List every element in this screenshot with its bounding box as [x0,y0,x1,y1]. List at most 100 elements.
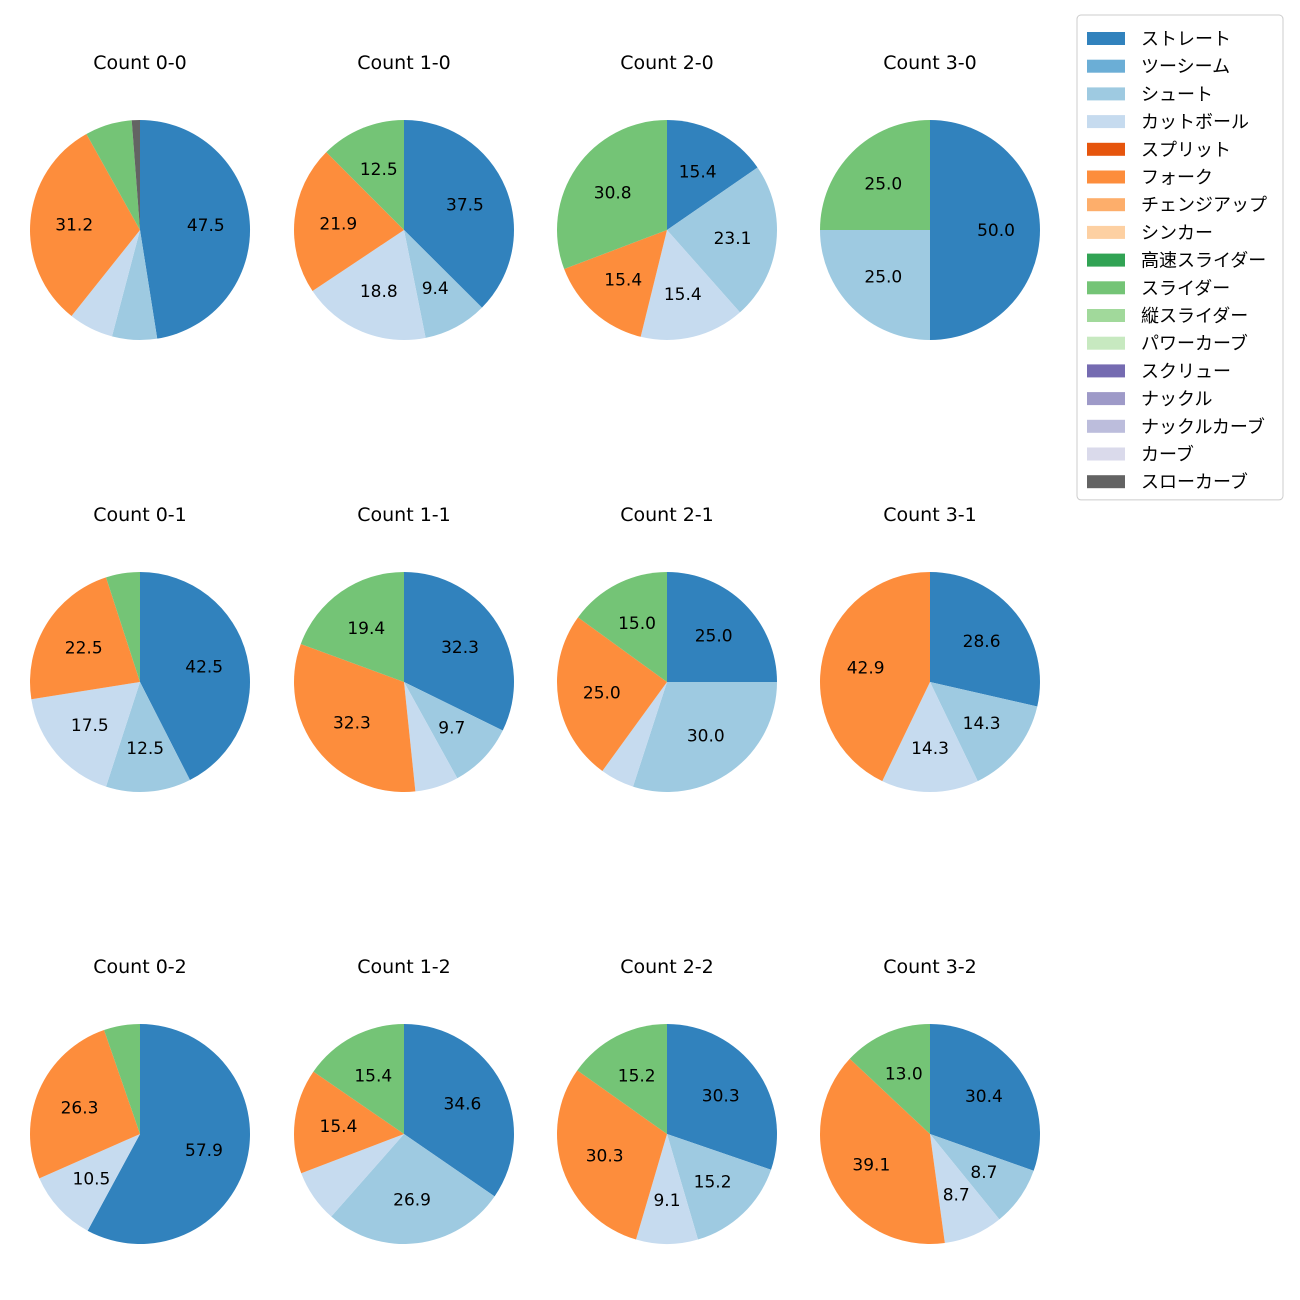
pie-slice [294,643,416,792]
legend-label: カットボール [1141,112,1249,133]
slice-label: 25.0 [864,174,902,194]
pie-slice [404,682,503,779]
pie-slice [104,1024,140,1134]
legend-item: シンカー [1087,223,1213,244]
pie-slice [636,1134,698,1244]
pie-title: Count 0-1 [93,504,187,526]
legend-item: スローカーブ [1087,471,1248,493]
pie-slice [820,120,930,230]
slice-label: 42.5 [185,658,223,678]
pie-title: Count 0-2 [93,956,187,978]
pie-slice [331,1134,495,1244]
slice-label: 22.5 [65,639,103,659]
pie-slice [29,577,140,700]
slice-label: 30.3 [702,1087,740,1107]
pie-1: Count 0-0 47.5 31.2 [29,52,251,341]
slice-label: 31.2 [55,216,93,236]
pie-9: Count 0-2 57.9 10.5 26.3 [29,956,251,1245]
pie-slice [577,1024,667,1134]
pie-slice [556,1070,667,1240]
slice-label: 47.5 [187,216,225,236]
slice-label: 15.2 [694,1173,732,1193]
pie-6: Count 1-1 32.3 9.7 32.3 19.4 [294,504,514,792]
legend-label: カーブ [1141,444,1194,466]
legend-swatch [1087,364,1125,378]
pie-title: Count 1-2 [357,956,451,978]
slice-label: 32.3 [441,638,479,658]
pie-slice [404,1024,515,1197]
slice-label: 9.4 [422,279,449,299]
slice-label: 32.3 [333,714,371,734]
pie-slice [131,119,140,230]
legend-item: チェンジアップ [1087,195,1267,216]
pie-slice [930,120,1040,340]
legend-swatch [1087,87,1125,101]
pie-slice [602,682,667,787]
slice-label: 17.5 [71,716,109,736]
legend-item: パワーカーブ [1087,333,1248,355]
pie-slice [667,120,758,230]
slice-label: 15.4 [664,285,702,305]
legend-label: ツーシーム [1141,57,1230,78]
slice-label: 10.5 [73,1170,111,1190]
pie-5: Count 0-1 42.5 12.5 17.5 22.5 [29,504,250,793]
pie-slice [39,1134,140,1231]
pie-title: Count 1-1 [357,504,451,526]
legend-item: フォーク [1087,168,1213,189]
legend-swatch [1087,225,1125,239]
legend-item: カーブ [1087,444,1194,466]
legend-swatch [1087,142,1125,156]
legend-item: 高速スライダー [1087,251,1266,272]
pie-4: Count 3-0 50.0 25.0 25.0 [820,52,1040,340]
pie-slice [667,1134,772,1240]
legend-swatch [1087,170,1125,184]
slice-label: 23.1 [714,229,752,249]
slice-label: 8.7 [943,1186,970,1206]
pie-slice [930,572,1040,707]
slice-label: 19.4 [347,619,385,639]
legend-swatch [1087,475,1125,489]
pie-grid: Count 0-0 47.5 31.2 Count 1-0 37.5 9.4 18.8 21.… [29,52,1041,1245]
pie-slice [106,682,190,793]
pie-slice [86,120,140,230]
pie-slice [313,1024,404,1134]
slice-label: 28.6 [963,632,1001,652]
legend-item: ナックルカーブ [1087,416,1265,438]
slice-label: 15.0 [618,614,656,634]
pie-slice [300,572,404,682]
legend-item: ツーシーム [1087,57,1230,78]
pie-slice [882,682,978,793]
pie-slice [106,572,140,682]
legend-swatch [1087,198,1125,212]
legend-item: シュート [1087,84,1213,105]
legend-item: スライダー [1087,278,1230,299]
legend-label: 縦スライダー [1141,306,1248,327]
pie-slice [29,133,140,317]
pie-slice [404,682,458,792]
pie-title: Count 3-0 [883,52,977,74]
slice-label: 30.3 [586,1147,624,1167]
legend-label: パワーカーブ [1141,333,1248,355]
pie-title: Count 0-0 [93,52,187,74]
legend-swatch [1087,59,1125,73]
legend-label: フォーク [1141,168,1213,189]
pie-slice [930,1134,1034,1220]
pie-title: Count 2-2 [620,956,714,978]
pie-slice [819,571,930,782]
slice-label: 57.9 [185,1141,223,1161]
legend-swatch [1087,392,1125,406]
slice-label: 37.5 [446,196,484,216]
pie-8: Count 3-1 28.6 14.3 14.3 42.9 [819,504,1040,793]
pie-title: Count 2-1 [620,504,714,526]
pie-slice [556,617,667,771]
legend-label: シンカー [1141,223,1213,244]
pie-title: Count 2-0 [620,52,714,74]
pie-slice [301,1134,404,1217]
legend-item: スプリット [1087,140,1231,161]
pie-slice [87,1024,251,1245]
legend-label: スライダー [1141,278,1230,299]
slice-label: 50.0 [977,221,1015,241]
slice-label: 26.9 [393,1191,431,1211]
slice-label: 39.1 [852,1155,890,1175]
